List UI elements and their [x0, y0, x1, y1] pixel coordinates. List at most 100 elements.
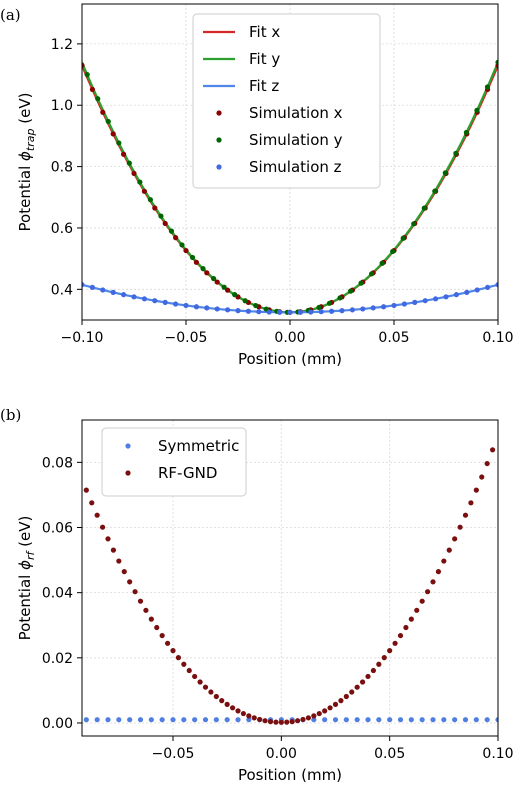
legend: Fit x Fit y Fit z Simulation x Simulation y S… — [192, 13, 381, 189]
y-axis-title-symbol: ϕ — [16, 151, 34, 161]
y-axis-title-unit: (eV) — [16, 93, 34, 129]
data-point-simulation-z — [204, 305, 210, 311]
data-point-rf-gnd — [332, 701, 339, 708]
data-point-rf-gnd — [441, 558, 447, 564]
data-point-simulation-z — [474, 287, 480, 293]
data-point-rf-gnd — [240, 710, 247, 717]
data-point-simulation-y — [253, 302, 259, 309]
data-point-rf-gnd — [170, 648, 176, 654]
y-axis-title: Potential ϕrf (eV) — [16, 516, 37, 641]
data-point-symmetric — [354, 717, 360, 723]
y-tick-label: 0.04 — [42, 586, 73, 602]
data-point-rf-gnd — [435, 569, 442, 575]
data-point-simulation-z — [349, 307, 355, 313]
data-point-rf-gnd — [349, 689, 355, 695]
data-point-rf-gnd — [370, 667, 377, 674]
data-point-symmetric — [484, 717, 490, 723]
legend-symmetric-label: Symmetric — [158, 437, 239, 455]
data-point-simulation-x — [204, 270, 210, 276]
data-point-rf-gnd — [99, 524, 106, 530]
data-point-symmetric — [181, 717, 187, 723]
data-point-simulation-z — [89, 284, 95, 291]
data-point-simulation-z — [256, 309, 262, 315]
data-point-simulation-z — [339, 308, 345, 314]
data-point-simulation-y — [189, 254, 196, 261]
data-point-rf-gnd — [83, 487, 89, 493]
data-point-rf-gnd — [197, 679, 203, 685]
data-point-symmetric — [94, 717, 100, 723]
data-point-rf-gnd — [403, 624, 409, 631]
data-point-simulation-x — [110, 131, 116, 137]
y-tick-label: 1.0 — [51, 98, 73, 114]
chart-panel-a: (a) −0.10 −0.05 0.00 0.05 0.10 0.4 0.6 0.8 1.0 1.2… — [0, 3, 514, 368]
data-point-symmetric — [105, 717, 111, 723]
data-point-simulation-z — [152, 298, 158, 304]
data-point-rf-gnd — [202, 684, 209, 690]
data-point-rf-gnd — [186, 667, 192, 674]
data-point-simulation-y — [326, 300, 333, 306]
data-point-simulation-z — [495, 282, 498, 288]
x-tick-label: −0.05 — [165, 330, 208, 346]
data-point-simulation-z — [245, 308, 251, 314]
data-point-rf-gnd — [148, 616, 154, 622]
data-point-simulation-y — [369, 271, 375, 277]
data-point-symmetric — [127, 717, 133, 723]
data-point-symmetric — [408, 717, 414, 723]
data-point-rf-gnd — [381, 655, 387, 661]
y-axis-title-subscript: trap — [24, 128, 37, 151]
plot-data — [82, 59, 498, 315]
x-tick-label: 0.05 — [374, 746, 405, 762]
data-point-simulation-z — [391, 302, 397, 309]
data-point-symmetric — [192, 717, 198, 723]
data-point-simulation-z — [433, 296, 439, 302]
y-tick-label: 0.4 — [51, 282, 73, 298]
data-point-symmetric — [376, 717, 382, 723]
y-axis-title: Potential ϕtrap (eV) — [16, 93, 37, 232]
data-point-symmetric — [473, 717, 479, 723]
data-point-simulation-z — [297, 309, 303, 315]
data-point-symmetric — [462, 717, 469, 723]
data-point-rf-gnd — [316, 710, 322, 717]
y-tick-label: 0.06 — [42, 521, 73, 537]
data-point-rf-gnd — [246, 713, 252, 719]
y-axis-title-symbol: ϕ — [16, 560, 34, 570]
data-point-rf-gnd — [251, 715, 257, 721]
data-point-symmetric — [224, 717, 230, 723]
data-point-simulation-y — [137, 179, 143, 185]
data-point-symmetric — [202, 717, 209, 723]
data-point-simulation-x — [193, 259, 199, 265]
data-point-simulation-y — [463, 129, 469, 136]
y-axis-title-subscript: rf — [24, 549, 37, 560]
data-point-symmetric — [343, 717, 349, 723]
data-point-rf-gnd — [311, 713, 317, 719]
y-axis-title-text: Potential — [16, 161, 34, 231]
data-point-rf-gnd — [468, 500, 474, 506]
legend: Symmetric RF-GND — [101, 427, 247, 497]
data-point-symmetric — [83, 717, 89, 723]
y-tick-label: 0.6 — [51, 221, 73, 237]
data-point-simulation-z — [131, 294, 137, 300]
data-point-rf-gnd — [430, 579, 436, 585]
data-point-rf-gnd — [127, 579, 133, 585]
data-point-simulation-z — [183, 302, 189, 309]
data-point-rf-gnd — [116, 558, 122, 564]
data-point-simulation-z — [225, 307, 231, 313]
legend-simulation-y-swatch — [216, 137, 222, 143]
data-point-simulation-y — [390, 248, 396, 255]
data-point-rf-gnd — [408, 616, 414, 622]
data-point-simulation-y — [316, 304, 322, 311]
data-point-rf-gnd — [110, 547, 117, 553]
data-point-rf-gnd — [154, 624, 160, 631]
panel-label: (b) — [0, 406, 21, 424]
legend-fit-x-label: Fit x — [249, 23, 280, 41]
legend-box — [192, 13, 381, 189]
data-point-simulation-y — [211, 275, 217, 282]
data-point-simulation-y — [116, 140, 122, 146]
data-point-simulation-x — [152, 205, 158, 211]
data-point-rf-gnd — [452, 536, 458, 542]
data-point-simulation-y — [84, 72, 90, 78]
data-point-rf-gnd — [419, 598, 425, 604]
data-point-symmetric — [116, 717, 122, 723]
data-point-rf-gnd — [424, 589, 431, 595]
